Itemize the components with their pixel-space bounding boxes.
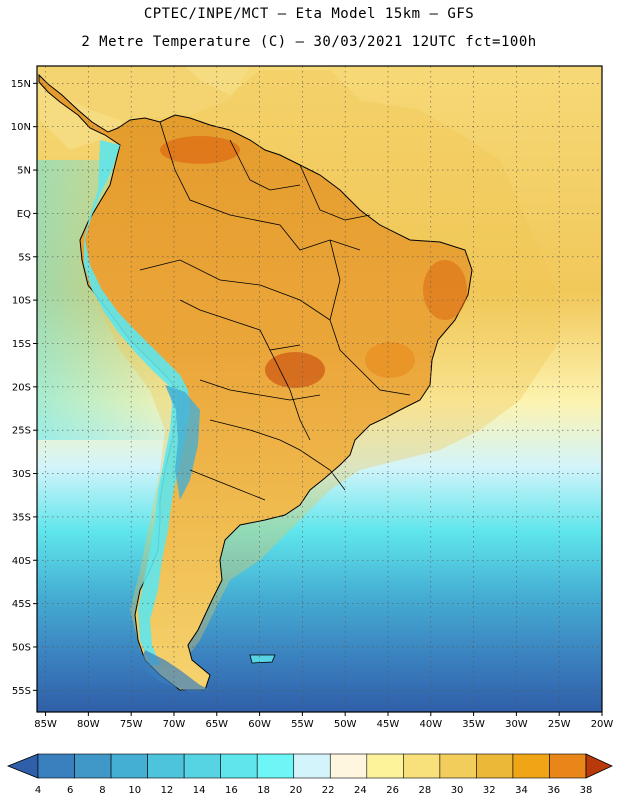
falkland-islands [249, 654, 276, 664]
lon-tick-label: 50W [334, 719, 357, 730]
lat-tick-label: 30S [12, 469, 31, 480]
colorbar: 4 6 8 10 12 14 16 18 20 22 24 26 28 30 32 34 36 38 [6, 753, 613, 796]
hot-spot-northeast [423, 260, 467, 320]
graticule [37, 66, 602, 712]
lon-tick-label: 55W [291, 719, 314, 730]
colorbar-label: 32 [483, 785, 496, 796]
colorbar-label: 8 [99, 785, 105, 796]
colorbar-bin [147, 753, 185, 779]
colorbar-label: 10 [128, 785, 141, 796]
lon-tick-label: 65W [205, 719, 228, 730]
lat-tick-label: 15N [11, 79, 31, 90]
longitude-ticks: 85W 80W 75W 70W 65W 60W 55W 50W 45W 40W 35W 30W 25W 2… [34, 712, 613, 730]
colorbar-label: 38 [580, 785, 593, 796]
colorbar-label: 18 [257, 785, 270, 796]
colorbar-arrow-right [585, 753, 613, 779]
colorbar-label: 28 [418, 785, 431, 796]
colorbar-label: 30 [451, 785, 464, 796]
title-line-1: CPTEC/INPE/MCT – Eta Model 15km – GFS [143, 6, 475, 22]
colorbar-label: 12 [161, 785, 174, 796]
colorbar-label: 34 [515, 785, 528, 796]
map-frame [36, 65, 603, 713]
colorbar-bin [110, 753, 148, 779]
colorbar-bin [439, 753, 477, 779]
lat-tick-label: 40S [12, 556, 31, 567]
colorbar-label: 6 [67, 785, 73, 796]
lat-tick-label: 10S [12, 296, 31, 307]
lat-tick-label: 15S [12, 339, 31, 350]
colorbar-label: 24 [354, 785, 367, 796]
colorbar-label: 20 [290, 785, 303, 796]
lon-tick-label: 35W [462, 719, 485, 730]
lon-tick-label: 20W [591, 719, 614, 730]
lat-tick-label: 10N [11, 122, 31, 133]
hot-spot-minas [365, 342, 415, 378]
colorbar-label: 14 [193, 785, 206, 796]
colorbar-bin [74, 753, 112, 779]
lat-tick-label: 5N [17, 166, 31, 177]
tierra-del-fuego [140, 650, 210, 692]
lat-tick-label: 35S [12, 512, 31, 523]
lat-tick-label: 55S [12, 686, 31, 697]
caribbean-field [37, 66, 250, 150]
colorbar-bin [329, 753, 368, 779]
colorbar-label: 26 [386, 785, 399, 796]
colorbar-label: 22 [322, 785, 335, 796]
colorbar-bin [293, 753, 331, 779]
andes-cold-core [165, 385, 200, 500]
lon-tick-label: 45W [377, 719, 400, 730]
hot-spot-pantanal [265, 352, 325, 388]
lat-tick-label: 45S [12, 599, 31, 610]
colorbar-bin [512, 753, 550, 779]
colorbar-bin [403, 753, 441, 779]
andes-cool-ridge [84, 140, 190, 665]
colorbar-bin [183, 753, 221, 779]
colorbar-label: 4 [35, 785, 41, 796]
lat-tick-label: EQ [17, 209, 31, 220]
colorbar-bin [256, 753, 295, 779]
lat-tick-label: 20S [12, 382, 31, 393]
latitude-ticks: 15N 10N 5N EQ 5S 10S 15S 20S 25S 30S 35S 40S 45S 50S 5… [11, 79, 37, 697]
lon-tick-label: 70W [163, 719, 186, 730]
colorbar-bin [366, 753, 404, 779]
lon-tick-label: 40W [419, 719, 442, 730]
title-line-2: 2 Metre Temperature (C) – 30/03/2021 12U… [81, 34, 537, 50]
colorbar-label: 16 [225, 785, 238, 796]
colorbar-bin [476, 753, 514, 779]
lon-tick-label: 75W [120, 719, 143, 730]
lon-tick-label: 25W [548, 719, 571, 730]
colorbar-bin [549, 753, 587, 779]
lon-tick-label: 30W [505, 719, 528, 730]
colorbar-bin [37, 753, 75, 779]
lon-tick-label: 60W [248, 719, 271, 730]
lat-tick-label: 50S [12, 642, 31, 653]
hot-spot-venezuela [160, 136, 240, 164]
lat-tick-label: 5S [18, 252, 31, 263]
lon-tick-label: 85W [34, 719, 57, 730]
lon-tick-label: 80W [77, 719, 100, 730]
colorbar-label: 36 [547, 785, 560, 796]
colorbar-arrow-left [6, 753, 39, 779]
colorbar-bin [220, 753, 258, 779]
lat-tick-label: 25S [12, 426, 31, 437]
